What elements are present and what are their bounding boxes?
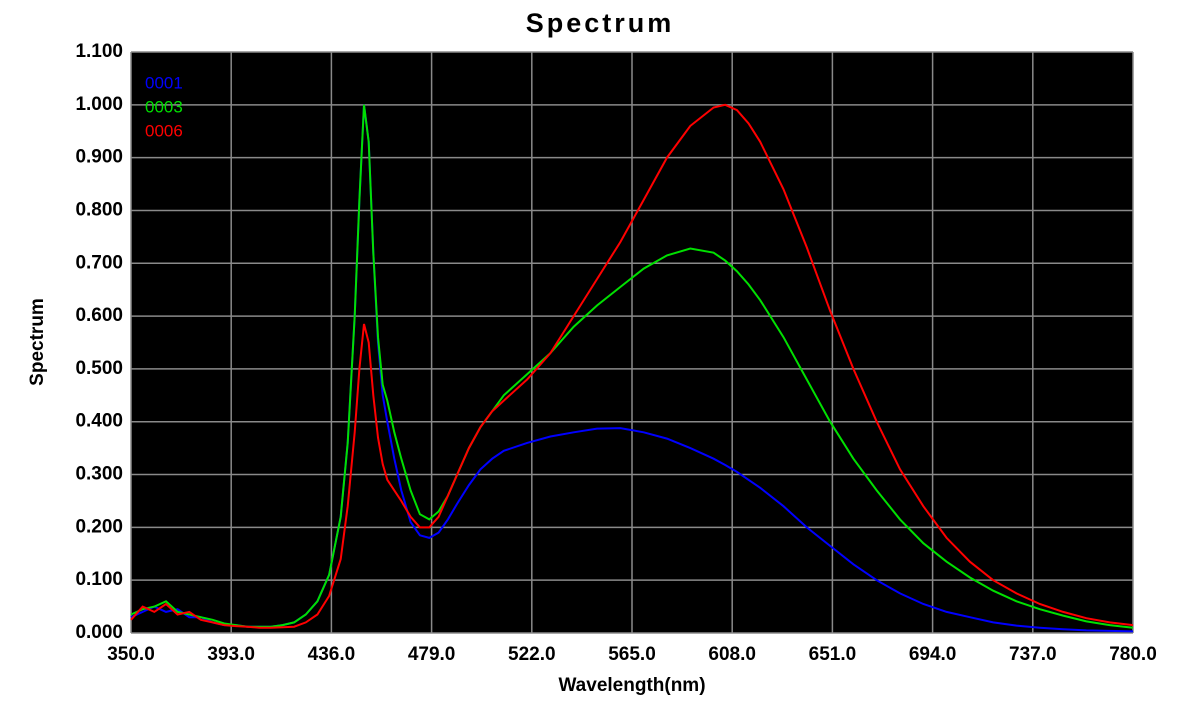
legend-label: 0006 [145,121,183,140]
y-tick-label: 0.700 [75,252,123,273]
y-tick-label: 1.000 [75,94,123,115]
x-tick-label: 737.0 [1009,644,1057,665]
x-tick-label: 780.0 [1109,644,1157,665]
y-tick-label: 0.000 [75,622,123,643]
y-tick-label: 0.500 [75,358,123,379]
x-tick-label: 436.0 [308,644,356,665]
y-tick-label: 0.300 [75,464,123,485]
y-tick-label: 0.200 [75,516,123,537]
y-tick-label: 0.800 [75,199,123,220]
y-tick-label: 0.900 [75,147,123,168]
x-tick-label: 608.0 [708,644,756,665]
x-tick-label: 694.0 [909,644,957,665]
x-tick-label: 565.0 [608,644,656,665]
chart-title: Spectrum [526,8,675,38]
y-axis-label: Spectrum [27,298,48,386]
y-tick-label: 0.100 [75,569,123,590]
x-tick-label: 479.0 [408,644,456,665]
x-axis-label: Wavelength(nm) [558,675,705,696]
legend-label: 0001 [145,73,183,92]
y-tick-label: 0.400 [75,411,123,432]
x-tick-label: 350.0 [107,644,155,665]
y-tick-label: 1.100 [75,41,123,62]
series-line [130,103,1134,629]
x-tick-label: 651.0 [809,644,857,665]
x-tick-label: 393.0 [207,644,255,665]
legend-label: 0003 [145,97,183,116]
x-tick-label: 522.0 [508,644,556,665]
y-tick-label: 0.600 [75,305,123,326]
